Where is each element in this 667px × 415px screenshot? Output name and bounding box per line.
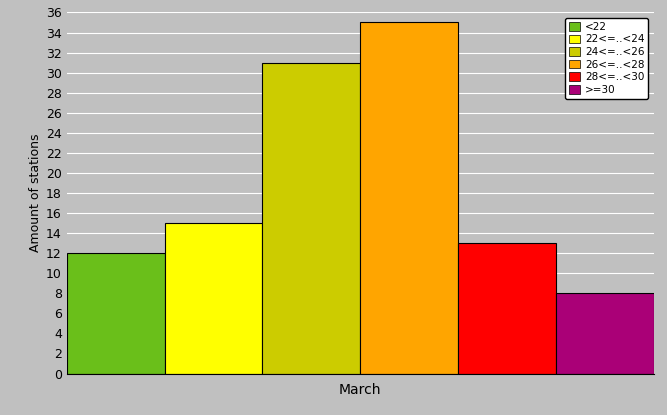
Legend: <22, 22<=..<24, 24<=..<26, 26<=..<28, 28<=..<30, >=30: <22, 22<=..<24, 24<=..<26, 26<=..<28, 28… <box>565 18 648 99</box>
Bar <box>67 253 165 374</box>
Bar <box>262 63 360 374</box>
Bar <box>360 22 458 374</box>
Bar <box>165 223 262 374</box>
Bar <box>458 243 556 374</box>
Bar <box>556 293 654 374</box>
Y-axis label: Amount of stations: Amount of stations <box>29 134 42 252</box>
